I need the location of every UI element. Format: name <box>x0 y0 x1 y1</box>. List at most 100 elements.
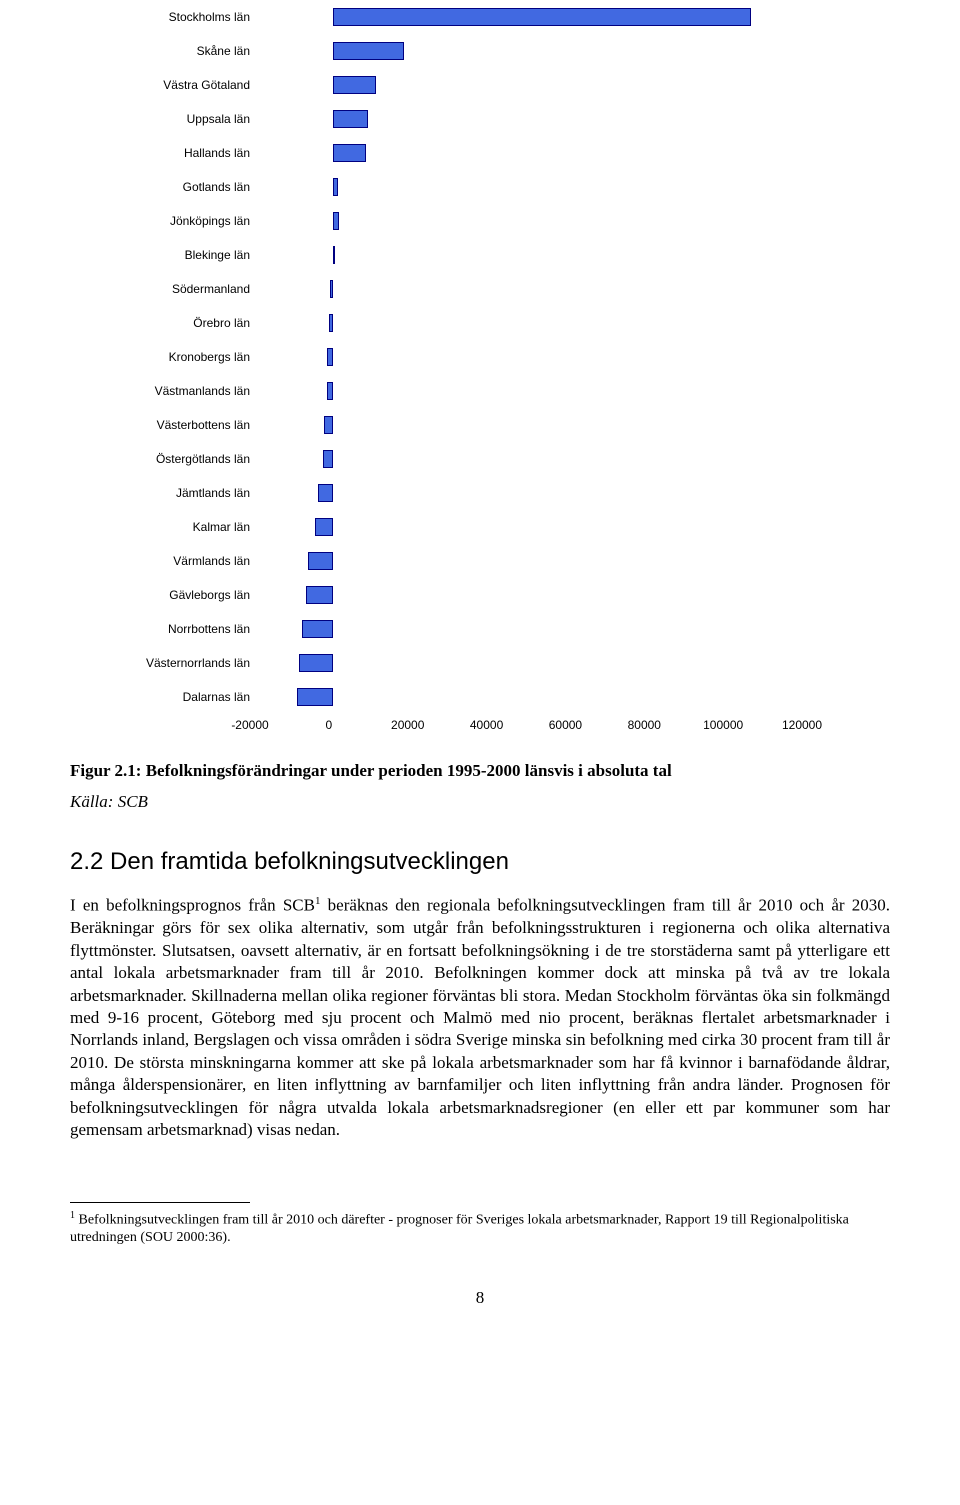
chart-category-label: Södermanland <box>110 282 254 296</box>
chart-bar <box>318 484 333 502</box>
chart-plot-cell <box>254 680 806 714</box>
chart-row: Blekinge län <box>110 238 890 272</box>
chart-category-label: Östergötlands län <box>110 452 254 466</box>
chart-plot-cell <box>254 476 806 510</box>
chart-row: Östergötlands län <box>110 442 890 476</box>
chart-bar <box>329 314 333 332</box>
chart-plot-cell <box>254 0 806 34</box>
figure-source: Källa: SCB <box>70 792 890 812</box>
chart-row: Västra Götaland <box>110 68 890 102</box>
axis-tick-label: 20000 <box>391 718 424 732</box>
chart-bar <box>333 246 335 264</box>
x-axis: -20000020000400006000080000100000120000 <box>250 718 810 738</box>
chart-plot-cell <box>254 510 806 544</box>
axis-tick-label: 40000 <box>470 718 503 732</box>
chart-bar <box>299 654 333 672</box>
chart-row: Norrbottens län <box>110 612 890 646</box>
chart-plot-cell <box>254 544 806 578</box>
chart-row: Västmanlands län <box>110 374 890 408</box>
chart-category-label: Kalmar län <box>110 520 254 534</box>
chart-bar <box>315 518 333 536</box>
chart-bar <box>308 552 332 570</box>
chart-plot-cell <box>254 204 806 238</box>
chart-plot-cell <box>254 646 806 680</box>
chart-row: Västernorrlands län <box>110 646 890 680</box>
chart-row: Gotlands län <box>110 170 890 204</box>
chart-category-label: Västra Götaland <box>110 78 254 92</box>
chart-category-label: Värmlands län <box>110 554 254 568</box>
chart-plot-cell <box>254 272 806 306</box>
chart-category-label: Blekinge län <box>110 248 254 262</box>
axis-tick-label: 60000 <box>549 718 582 732</box>
chart-bar <box>327 382 333 400</box>
chart-bar <box>324 416 333 434</box>
chart-row: Gävleborgs län <box>110 578 890 612</box>
chart-row: Jönköpings län <box>110 204 890 238</box>
chart-category-label: Jämtlands län <box>110 486 254 500</box>
chart-category-label: Kronobergs län <box>110 350 254 364</box>
chart-row: Hallands län <box>110 136 890 170</box>
chart-plot-cell <box>254 170 806 204</box>
chart-plot-cell <box>254 408 806 442</box>
chart-row: Örebro län <box>110 306 890 340</box>
figure-caption: Figur 2.1: Befolkningsförändringar under… <box>70 760 890 782</box>
chart-category-label: Västernorrlands län <box>110 656 254 670</box>
chart-bar <box>333 110 368 128</box>
chart-row: Jämtlands län <box>110 476 890 510</box>
chart-category-label: Skåne län <box>110 44 254 58</box>
chart-bar <box>306 586 333 604</box>
chart-bar <box>323 450 332 468</box>
chart-bar <box>330 280 333 298</box>
chart-category-label: Stockholms län <box>110 10 254 24</box>
chart-category-label: Gotlands län <box>110 180 254 194</box>
chart-bar <box>333 42 404 60</box>
chart-row: Kalmar län <box>110 510 890 544</box>
chart-bar <box>333 144 367 162</box>
chart-plot-cell <box>254 34 806 68</box>
chart-plot-cell <box>254 102 806 136</box>
population-change-chart: Stockholms län Skåne län Västra Götaland Up… <box>110 0 890 748</box>
chart-category-label: Norrbottens län <box>110 622 254 636</box>
chart-plot-cell <box>254 306 806 340</box>
footnote-text: 1 Befolkningsutvecklingen fram till år 2… <box>70 1209 890 1248</box>
chart-category-label: Hallands län <box>110 146 254 160</box>
chart-plot-cell <box>254 374 806 408</box>
chart-row: Dalarnas län <box>110 680 890 714</box>
chart-row: Kronobergs län <box>110 340 890 374</box>
chart-bar <box>333 212 339 230</box>
chart-row: Stockholms län <box>110 0 890 34</box>
chart-plot-cell <box>254 136 806 170</box>
chart-bar <box>302 620 333 638</box>
chart-category-label: Dalarnas län <box>110 690 254 704</box>
chart-plot-cell <box>254 340 806 374</box>
axis-tick-label: 0 <box>326 718 333 732</box>
chart-category-label: Västmanlands län <box>110 384 254 398</box>
chart-row: Värmlands län <box>110 544 890 578</box>
footnote-separator <box>70 1202 250 1203</box>
axis-tick-label: 100000 <box>703 718 743 732</box>
section-heading: 2.2 Den framtida befolkningsutvecklingen <box>70 848 890 876</box>
chart-bar <box>297 688 332 706</box>
chart-category-label: Uppsala län <box>110 112 254 126</box>
body-paragraph: I en befolkningsprognos från SCB1 beräkn… <box>70 894 890 1141</box>
chart-plot-cell <box>254 442 806 476</box>
chart-category-label: Jönköpings län <box>110 214 254 228</box>
chart-row: Västerbottens län <box>110 408 890 442</box>
chart-bar <box>333 76 376 94</box>
chart-bar <box>333 8 751 26</box>
chart-row: Södermanland <box>110 272 890 306</box>
axis-tick-label: 120000 <box>782 718 822 732</box>
chart-category-label: Gävleborgs län <box>110 588 254 602</box>
chart-bar <box>333 178 338 196</box>
chart-plot-cell <box>254 68 806 102</box>
chart-plot-cell <box>254 578 806 612</box>
page-number: 8 <box>70 1288 890 1308</box>
chart-row: Uppsala län <box>110 102 890 136</box>
chart-plot-cell <box>254 238 806 272</box>
chart-row: Skåne län <box>110 34 890 68</box>
chart-plot-cell <box>254 612 806 646</box>
axis-tick-label: -20000 <box>231 718 268 732</box>
axis-tick-label: 80000 <box>628 718 661 732</box>
chart-category-label: Örebro län <box>110 316 254 330</box>
chart-bar <box>327 348 333 366</box>
